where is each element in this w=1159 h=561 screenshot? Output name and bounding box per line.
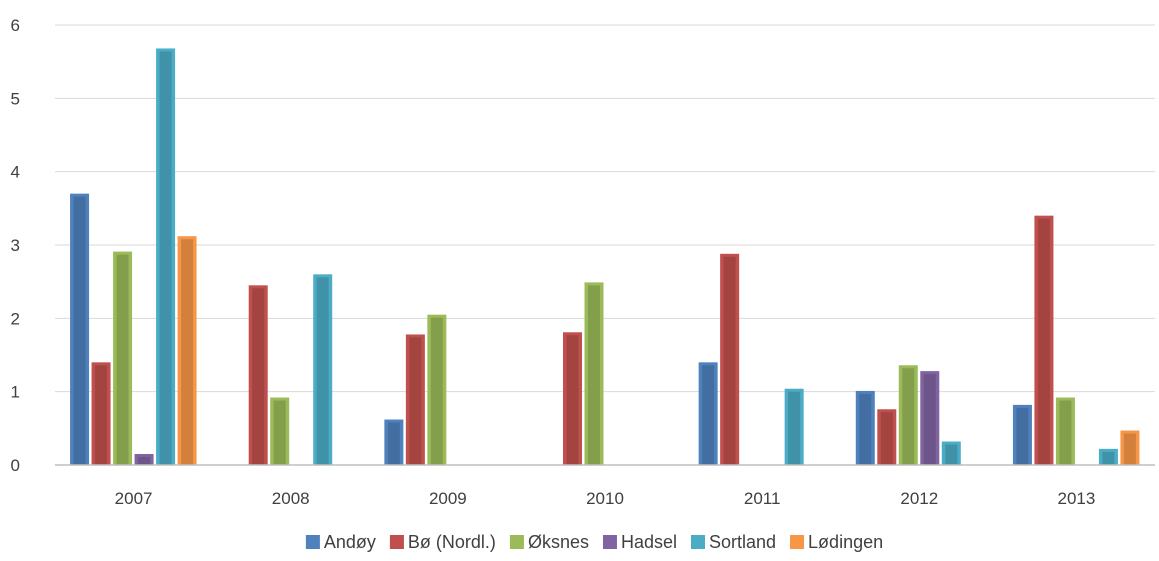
legend-label: Hadsel — [621, 532, 677, 552]
bar — [1055, 397, 1075, 465]
bar-inner — [181, 239, 194, 465]
legend-label: Øksnes — [528, 532, 589, 552]
bar — [920, 371, 940, 465]
legend-label: Bø (Nordl.) — [408, 532, 496, 552]
bar-inner — [566, 335, 579, 465]
bar — [584, 282, 604, 465]
bar — [563, 332, 582, 465]
legend-item: Andøy — [305, 532, 376, 552]
bar-inner — [723, 256, 736, 465]
gridlines — [55, 24, 1155, 393]
bar — [70, 193, 90, 465]
bar-inner — [1059, 400, 1072, 465]
legend-swatch — [790, 535, 805, 549]
bar — [698, 362, 718, 465]
x-axis-ticks: 2007 2008 2009 2010 2011 2012 2013 — [115, 489, 1096, 508]
bar — [248, 285, 268, 465]
y-axis-ticks: 0 1 2 3 4 5 6 — [11, 16, 20, 475]
x-tick-label: 2009 — [429, 489, 467, 508]
bar-inner — [430, 317, 443, 465]
y-tick-label: 0 — [11, 456, 20, 475]
y-tick-label: 4 — [11, 163, 20, 182]
bar-inner — [1102, 451, 1115, 465]
bar — [877, 409, 897, 465]
bar — [270, 397, 290, 465]
y-tick-label: 3 — [11, 236, 20, 255]
y-tick-label: 5 — [11, 89, 20, 108]
y-tick-label: 1 — [11, 383, 20, 402]
x-tick-label: 2012 — [900, 489, 938, 508]
bar — [405, 334, 425, 465]
bar — [1012, 404, 1032, 465]
bar-inner — [95, 365, 108, 465]
bar-inner — [138, 457, 151, 465]
y-tick-label: 6 — [11, 16, 20, 35]
bar — [177, 236, 197, 465]
bar — [855, 390, 875, 465]
bar-inner — [73, 196, 86, 465]
x-tick-label: 2013 — [1058, 489, 1096, 508]
legend-item: Bø (Nordl.) — [389, 532, 496, 552]
legend-label: Lødingen — [808, 532, 883, 552]
bar-inner — [1037, 218, 1050, 465]
legend-swatch — [305, 535, 320, 549]
x-tick-label: 2010 — [586, 489, 624, 508]
bar-inner — [1016, 407, 1029, 465]
bar-inner — [316, 277, 329, 465]
bar-inner — [159, 51, 172, 465]
bar — [898, 365, 918, 465]
bar — [113, 251, 133, 465]
legend-swatch — [389, 535, 404, 549]
legend-swatch — [602, 535, 617, 549]
bar — [720, 253, 740, 465]
legend: Andøy Bø (Nordl.) Øksnes Hadsel Sortland Lødi… — [305, 532, 883, 552]
bar — [1034, 215, 1054, 465]
legend-item: Øksnes — [509, 532, 589, 552]
bar — [1120, 430, 1140, 465]
bar-inner — [702, 365, 715, 465]
bar-inner — [252, 288, 265, 465]
bar — [941, 441, 961, 465]
bar-inner — [273, 400, 286, 465]
bar-inner — [387, 422, 400, 465]
bars — [70, 48, 1140, 465]
bar — [156, 48, 176, 465]
bar-inner — [902, 368, 915, 465]
bar-inner — [116, 254, 129, 465]
x-tick-label: 2007 — [115, 489, 153, 508]
bar — [134, 454, 154, 465]
bar — [427, 314, 447, 465]
bar-inner — [409, 337, 422, 465]
bar-inner — [880, 412, 893, 465]
bar-inner — [945, 444, 958, 465]
legend-swatch — [509, 535, 524, 549]
bar — [384, 419, 404, 465]
bar-inner — [923, 374, 936, 465]
x-tick-label: 2008 — [272, 489, 310, 508]
legend-label: Andøy — [324, 532, 376, 552]
bar-inner — [588, 285, 600, 465]
legend-item: Sortland — [691, 532, 776, 552]
legend-label: Sortland — [709, 532, 776, 552]
bar-inner — [859, 393, 872, 465]
bar — [91, 362, 111, 465]
bar — [784, 388, 804, 465]
y-tick-label: 2 — [11, 309, 20, 328]
bar-inner — [1123, 433, 1136, 465]
legend-item: Hadsel — [602, 532, 677, 552]
legend-swatch — [691, 535, 705, 549]
legend-item: Lødingen — [790, 532, 883, 552]
x-tick-label: 2011 — [744, 489, 781, 508]
bar — [1098, 448, 1118, 465]
bar-inner — [788, 391, 801, 465]
bar — [313, 274, 333, 465]
